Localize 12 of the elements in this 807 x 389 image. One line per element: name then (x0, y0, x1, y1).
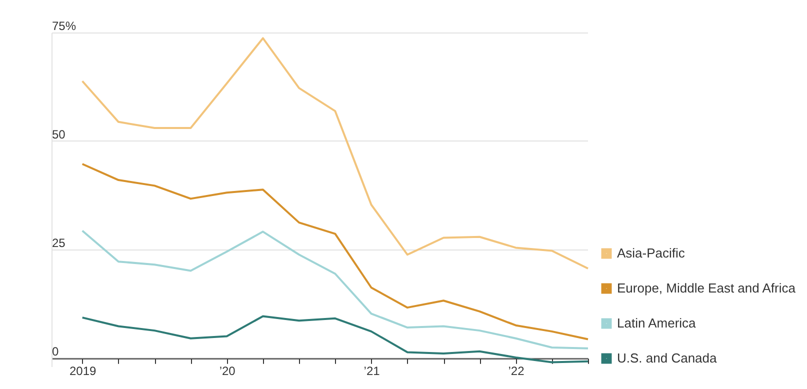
y-tick-label: 50 (52, 127, 66, 142)
legend-label: Asia-Pacific (617, 246, 686, 260)
x-tick-label: 2019 (69, 364, 97, 378)
y-tick-label: 25 (52, 236, 66, 250)
y-tick-label: 0 (52, 344, 59, 358)
x-tick-label: ’22 (508, 364, 525, 378)
y-tick-label: 75% (52, 19, 76, 33)
legend-label: Latin America (617, 316, 697, 330)
legend-label: U.S. and Canada (617, 350, 718, 366)
x-tick-label: ’21 (364, 364, 380, 378)
legend-label: Europe, Middle East and Africa (617, 280, 796, 296)
x-tick-label: ’20 (219, 364, 236, 378)
